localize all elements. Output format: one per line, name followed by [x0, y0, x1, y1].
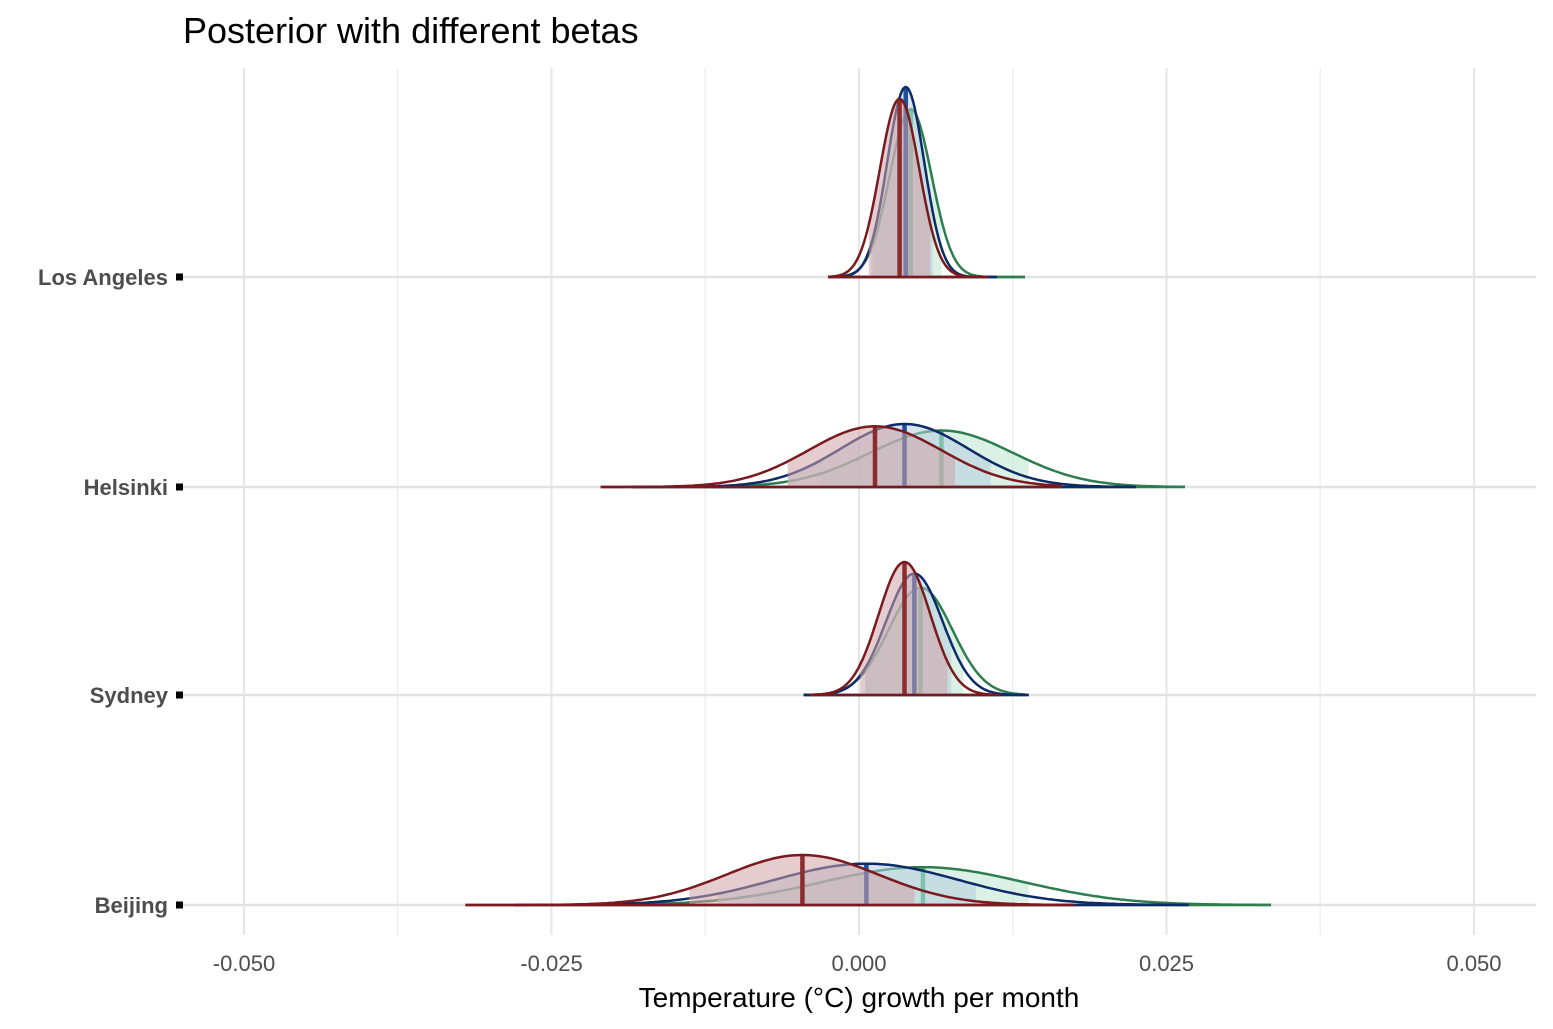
- credible-interval-area: [787, 426, 955, 487]
- x-tick-label: 0.050: [1446, 951, 1501, 976]
- y-tick-label: Sydney: [90, 683, 169, 708]
- grid: [183, 68, 1536, 935]
- ridge-sydney: [803, 560, 1029, 697]
- y-tick-mark: [176, 901, 183, 909]
- x-tick-label: -0.050: [213, 951, 275, 976]
- ridge-helsinki: [600, 422, 1185, 489]
- y-tick-mark: [176, 691, 183, 699]
- y-axis: Beijing Sydney Helsinki Los Angeles: [38, 265, 183, 918]
- ridge-beijing: [465, 853, 1272, 907]
- y-tick-label: Beijing: [95, 893, 168, 918]
- ridge-los-angeles: [828, 85, 1026, 279]
- ridges: [465, 85, 1272, 907]
- x-tick-label: -0.025: [520, 951, 582, 976]
- x-tick-label: 0.000: [831, 951, 886, 976]
- x-tick-label: 0.025: [1139, 951, 1194, 976]
- y-tick-mark: [176, 483, 183, 491]
- y-tick-mark: [176, 273, 183, 281]
- x-axis-title: Temperature (°C) growth per month: [639, 982, 1080, 1013]
- density-curve: [809, 560, 1001, 697]
- x-axis: -0.050 -0.025 0.000 0.025 0.050: [213, 951, 1502, 976]
- y-tick-label: Helsinki: [84, 475, 168, 500]
- chart-title: Posterior with different betas: [183, 10, 639, 51]
- y-tick-label: Los Angeles: [38, 265, 168, 290]
